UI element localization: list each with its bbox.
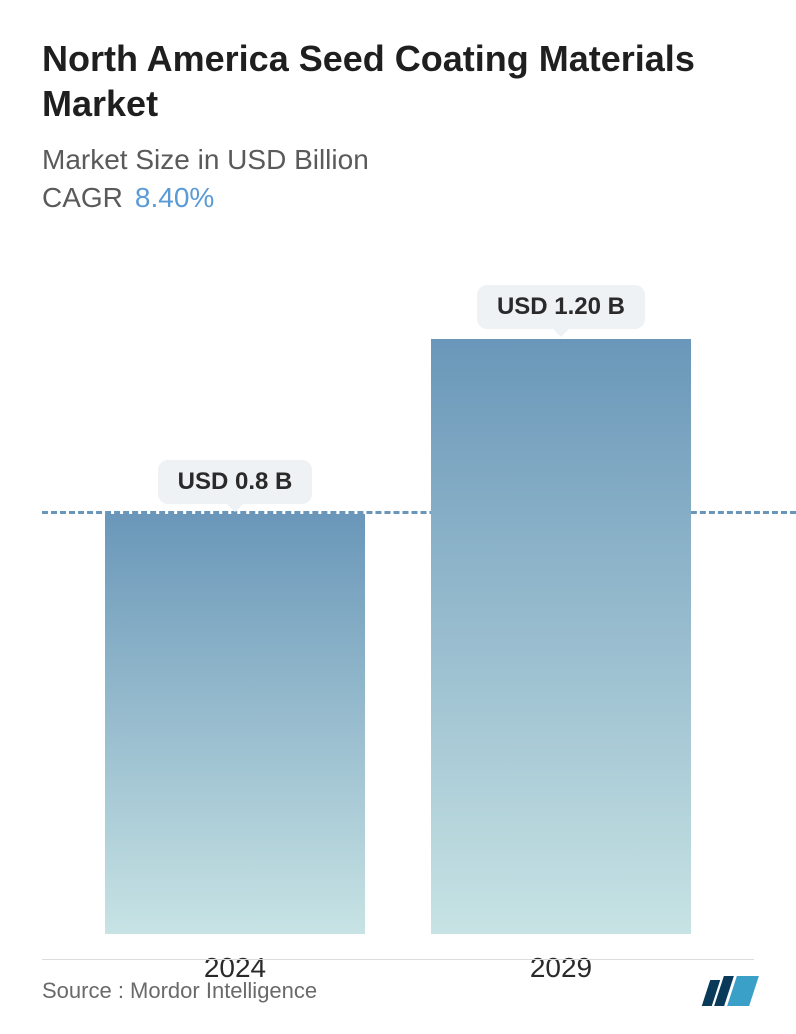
bar-group-0: USD 0.8 B (105, 274, 366, 934)
footer: Source : Mordor Intelligence (42, 959, 754, 1006)
source-label: Source : Mordor Intelligence (42, 978, 317, 1004)
logo-icon (706, 976, 754, 1006)
cagr-label: CAGR (42, 182, 123, 214)
cagr-value: 8.40% (135, 182, 214, 214)
cagr-row: CAGR 8.40% (42, 182, 754, 214)
subtitle: Market Size in USD Billion (42, 144, 754, 176)
page-title: North America Seed Coating Materials Mar… (42, 36, 754, 126)
bar-chart: USD 0.8 B USD 1.20 B (42, 274, 754, 934)
bars-container: USD 0.8 B USD 1.20 B (42, 274, 754, 934)
bar-0 (105, 514, 366, 934)
bar-1 (431, 339, 692, 934)
value-pill-0: USD 0.8 B (158, 460, 313, 504)
bar-group-1: USD 1.20 B (431, 274, 692, 934)
value-pill-1: USD 1.20 B (477, 285, 645, 329)
